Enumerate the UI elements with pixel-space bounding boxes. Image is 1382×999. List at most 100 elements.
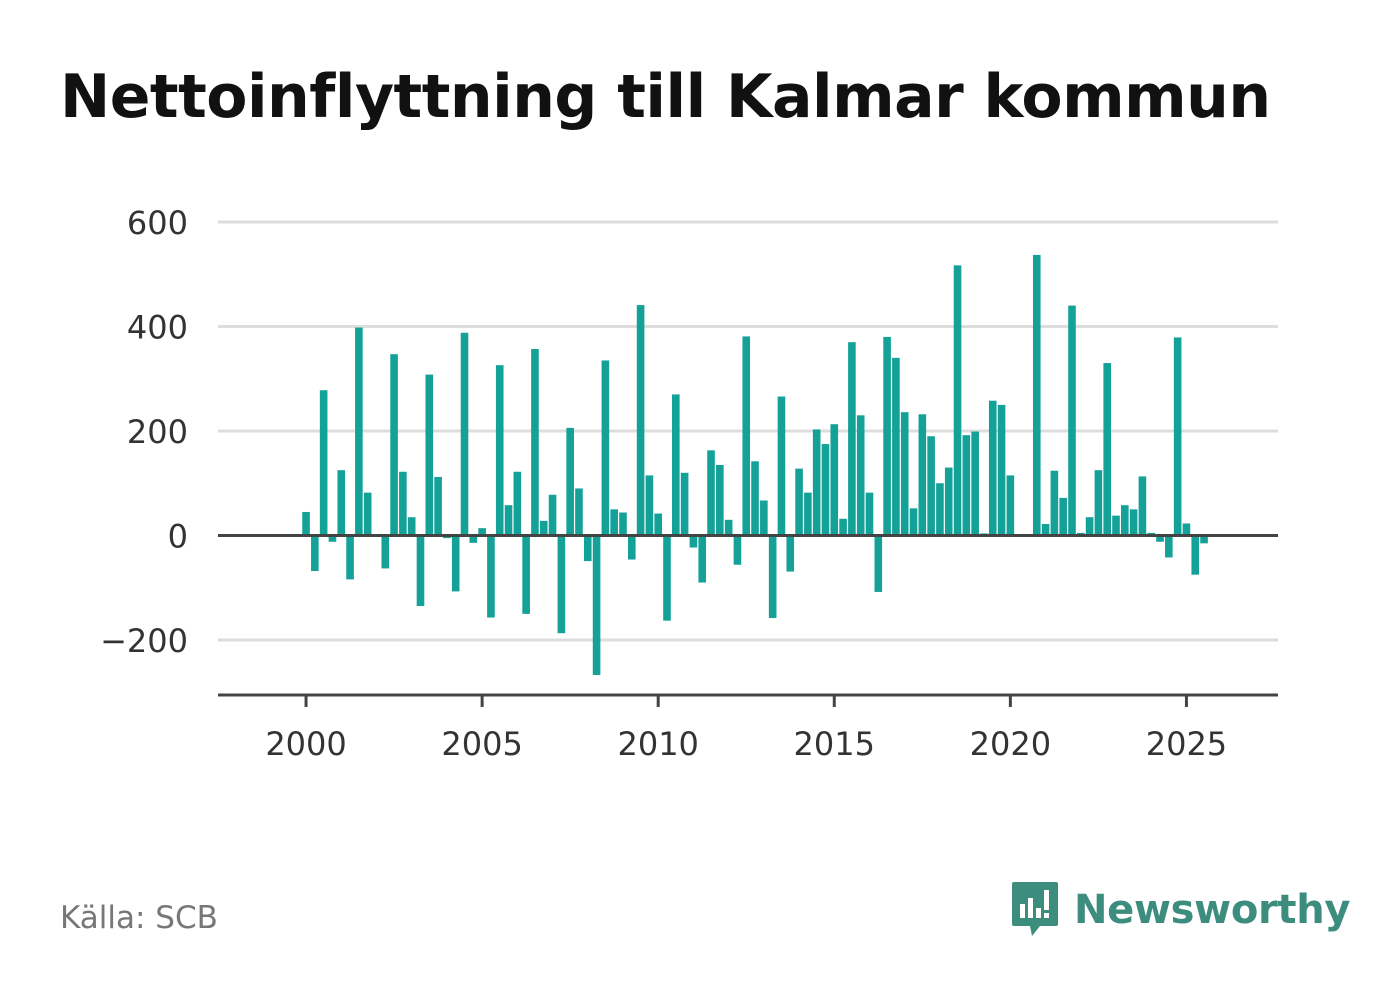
bar — [548, 494, 557, 536]
bar — [892, 357, 900, 536]
bar — [328, 535, 337, 542]
bar — [557, 535, 566, 634]
bar — [821, 444, 830, 536]
brand-name: Newsworthy — [1074, 887, 1351, 933]
bar — [733, 535, 742, 565]
bar — [575, 488, 583, 536]
bar — [777, 396, 786, 536]
bar — [478, 528, 486, 536]
bar — [513, 471, 522, 536]
bar — [1068, 305, 1076, 536]
bar — [1191, 535, 1200, 575]
x-tick-label: 2010 — [617, 725, 698, 763]
bar — [469, 535, 478, 543]
bar — [707, 450, 715, 536]
x-tick-label: 2015 — [794, 725, 875, 763]
bar — [698, 535, 707, 583]
bar — [319, 390, 328, 536]
bar — [434, 476, 442, 536]
bar — [1050, 470, 1059, 536]
bar — [1200, 535, 1208, 544]
source-note: Källa: SCB — [60, 900, 218, 936]
bar — [1129, 509, 1138, 536]
bar — [830, 424, 839, 536]
x-tick-label: 2005 — [441, 725, 522, 763]
bar — [865, 492, 874, 536]
bar — [680, 472, 689, 536]
bar — [724, 519, 733, 536]
bar — [592, 535, 601, 676]
bar — [944, 467, 953, 536]
bar — [654, 513, 662, 536]
bar — [619, 512, 627, 536]
bar — [1085, 517, 1094, 536]
bar — [1094, 470, 1103, 536]
bar — [390, 354, 398, 536]
bar — [601, 360, 610, 536]
y-tick-label: −200 — [100, 622, 188, 660]
bar — [848, 342, 856, 536]
y-tick-label: 400 — [127, 309, 188, 347]
bar — [689, 535, 698, 548]
bar — [1103, 363, 1112, 536]
bar — [381, 535, 390, 569]
bar — [522, 535, 530, 614]
bar — [636, 305, 645, 536]
bar — [337, 470, 346, 536]
bar — [953, 265, 962, 536]
bar — [962, 435, 971, 536]
bar — [856, 415, 865, 536]
bar — [900, 412, 909, 536]
bar — [487, 535, 495, 618]
bar — [812, 429, 821, 536]
bar — [804, 492, 812, 536]
bar — [883, 336, 891, 536]
bar — [874, 535, 883, 592]
bar — [610, 509, 618, 536]
bar — [971, 431, 979, 536]
x-tick-label: 2000 — [265, 725, 346, 763]
bar — [988, 400, 997, 536]
bar — [1173, 337, 1182, 536]
bar — [407, 517, 416, 536]
bar — [936, 483, 944, 536]
newsworthy-logo-icon — [1012, 882, 1058, 936]
bars — [302, 254, 1208, 676]
bar — [1032, 254, 1041, 536]
axes — [218, 534, 1278, 707]
bar — [1165, 535, 1173, 558]
bar — [302, 511, 310, 536]
bar — [363, 492, 372, 536]
bar — [768, 535, 777, 619]
chart-title: Nettoinflyttning till Kalmar kommun — [60, 62, 1271, 132]
bar — [742, 336, 751, 536]
x-tick-label: 2020 — [970, 725, 1051, 763]
bar — [997, 404, 1006, 536]
bar — [425, 374, 434, 536]
bar — [716, 464, 724, 536]
bar — [1041, 524, 1050, 536]
y-tick-label: 0 — [168, 518, 188, 556]
bar — [399, 471, 407, 536]
bar — [627, 535, 636, 560]
bar — [663, 535, 671, 621]
bar — [460, 332, 469, 536]
bar — [918, 414, 927, 536]
bar — [672, 394, 680, 536]
bar — [539, 520, 548, 536]
brand-logo: Newsworthy — [1010, 878, 1351, 942]
bar — [795, 468, 803, 536]
bar — [504, 505, 513, 536]
y-tick-label: 200 — [127, 413, 188, 451]
bar — [786, 535, 795, 572]
bar — [1112, 515, 1120, 536]
bar — [355, 327, 363, 536]
bar — [1138, 476, 1147, 536]
bar — [531, 348, 539, 536]
bar — [1182, 523, 1191, 536]
bar — [311, 535, 319, 572]
bar — [1059, 497, 1067, 536]
bar — [909, 508, 918, 536]
bar — [495, 365, 504, 536]
